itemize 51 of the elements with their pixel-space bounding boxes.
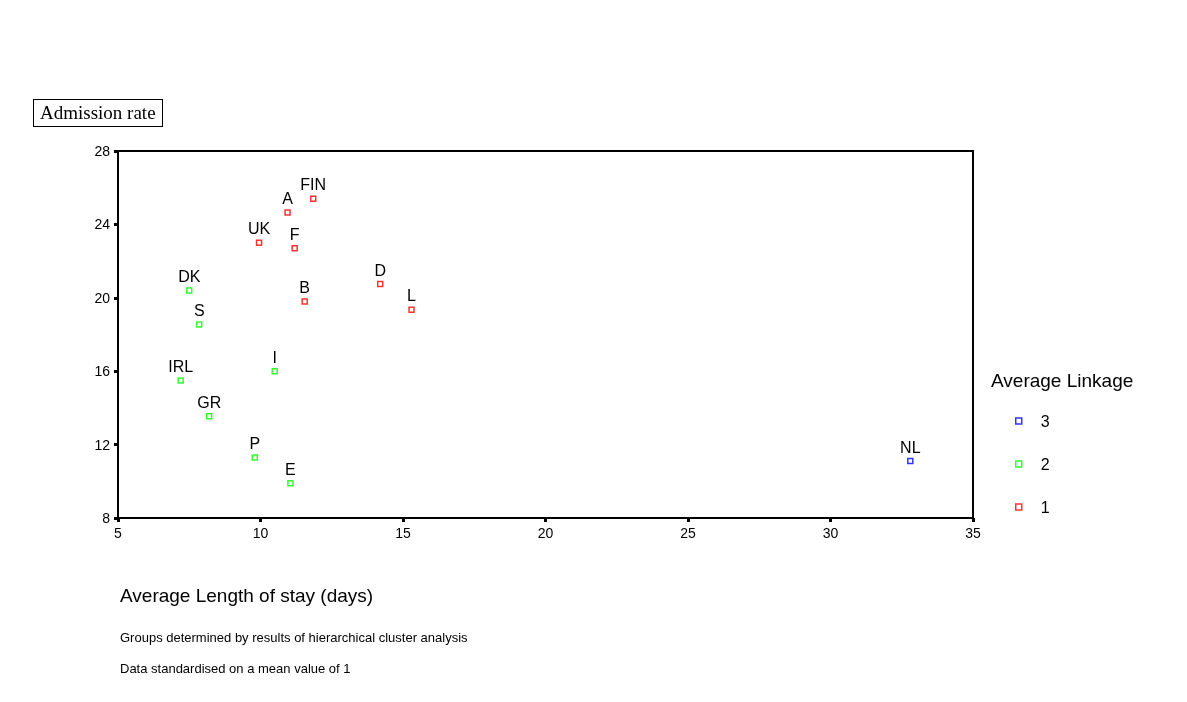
point — [271, 367, 278, 375]
annotation: P — [249, 434, 261, 452]
text: Data standardised on a mean value of 1 — [120, 661, 352, 678]
y-tick-label: 24 — [94, 216, 111, 233]
y-tick-label: 12 — [94, 436, 111, 453]
annotation: F — [289, 225, 300, 243]
legend-label: 3 — [1040, 412, 1050, 430]
point — [291, 245, 298, 252]
point — [376, 280, 384, 288]
legend-label: 2 — [1040, 455, 1050, 473]
y-tick-label: 28 — [94, 143, 111, 159]
point — [301, 298, 308, 305]
point — [195, 321, 203, 328]
annotation: E — [285, 460, 296, 478]
x-tick-label: 35 — [965, 525, 981, 541]
y-axis-title: Admission rate — [33, 99, 163, 127]
annotation: FIN — [300, 176, 327, 194]
point — [907, 457, 914, 465]
annotation: NL — [900, 438, 921, 456]
y-tick-label: 16 — [94, 363, 111, 380]
legend-title: Average Linkage — [991, 370, 1134, 392]
x-tick-label: 10 — [252, 525, 269, 541]
y-tick-label: 8 — [102, 510, 111, 526]
y-tick-label: 20 — [94, 289, 111, 306]
annotation: L — [407, 287, 417, 305]
point — [177, 377, 184, 384]
annotation: A — [282, 189, 294, 207]
point — [255, 239, 263, 246]
x-tick-label: 20 — [537, 525, 554, 541]
point — [309, 195, 317, 202]
x-tick-label: 30 — [822, 525, 839, 541]
point — [284, 209, 291, 216]
x-tick-label: 15 — [395, 525, 411, 541]
annotation: B — [299, 278, 311, 296]
annotation: S — [193, 301, 205, 319]
annotation: GR — [197, 393, 222, 411]
point — [205, 412, 213, 420]
point — [186, 287, 193, 294]
point — [287, 479, 294, 487]
x-axis-title: Average Length of stay (days) — [120, 585, 374, 607]
point — [408, 306, 415, 313]
x-tick-label: 5 — [114, 525, 123, 541]
annotation: IRL — [168, 357, 194, 375]
annotation: I — [272, 348, 277, 366]
text: Groups determined by results of hierarchical cluster analysis — [120, 630, 468, 647]
annotation: UK — [247, 220, 271, 238]
x-tick-label: 25 — [680, 525, 696, 541]
legend-label: 1 — [1040, 498, 1050, 516]
point — [251, 454, 259, 461]
annotation: DK — [178, 267, 201, 285]
annotation: D — [374, 261, 386, 279]
